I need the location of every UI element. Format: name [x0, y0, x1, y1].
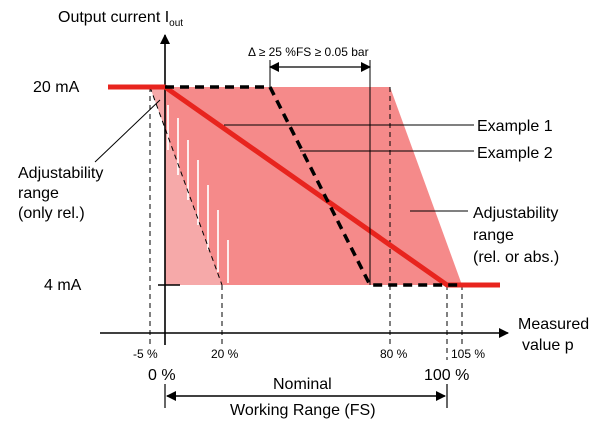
example-2-label: Example 2 — [477, 145, 553, 162]
working-range-line1: Nominal — [273, 376, 332, 393]
working-range-line2: Working Range (FS) — [230, 402, 376, 419]
adj-abs-line3: (rel. or abs.) — [473, 249, 559, 266]
y-axis-label: Output current Iout — [58, 9, 183, 29]
tick-100: 100 % — [424, 367, 469, 384]
x-axis-label-line2: value p — [522, 337, 574, 354]
tick-105: 105 % — [451, 347, 485, 361]
adj-abs-line2: range — [473, 227, 514, 244]
adj-rel-line2: range — [18, 185, 59, 202]
label-20ma: 20 mA — [33, 79, 80, 96]
example-1-label: Example 1 — [477, 118, 553, 135]
adj-rel-line3: (only rel.) — [18, 205, 85, 222]
delta-note: Δ ≥ 25 %FS ≥ 0.05 bar — [248, 45, 369, 59]
tick-0: 0 % — [148, 367, 176, 384]
tick-80: 80 % — [380, 347, 408, 361]
tick-minus5: -5 % — [133, 347, 158, 361]
adj-abs-line1: Adjustability — [473, 205, 558, 222]
label-4ma: 4 mA — [44, 277, 82, 294]
x-axis-label-line1: Measured — [518, 316, 589, 333]
tick-20: 20 % — [211, 347, 239, 361]
adj-rel-line1: Adjustability — [18, 165, 103, 182]
